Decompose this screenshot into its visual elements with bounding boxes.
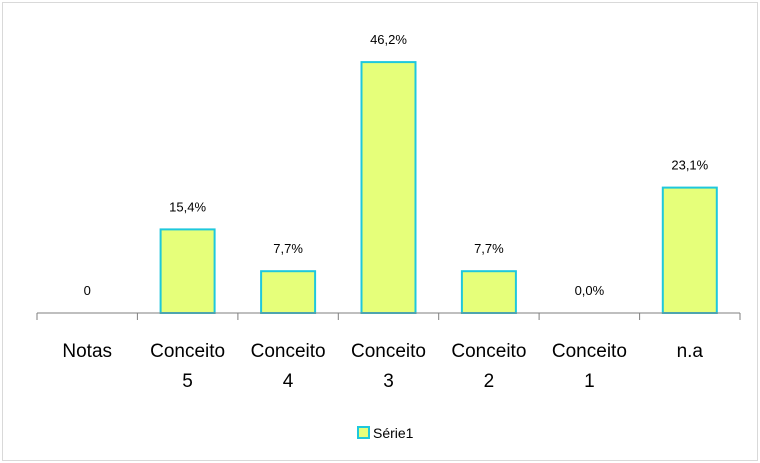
legend: Série1 (357, 425, 414, 441)
bar (360, 61, 417, 314)
bar (260, 270, 317, 315)
category-labels-group: Notas Conceito 5 Conceito 4 Conceito 3 Conceito… (62, 341, 703, 392)
data-labels-group: 0 15,4% 7,7% 46,2% 7,7% 0,0% 23,1% (84, 32, 709, 298)
category-label: Conceito 4 (251, 341, 326, 392)
data-label: 46,2% (370, 32, 407, 47)
x-axis (36, 312, 741, 320)
bar (460, 270, 517, 315)
category-label: Conceito 3 (351, 341, 426, 392)
data-label: 0 (84, 283, 91, 298)
category-label: Conceito 1 (552, 341, 627, 392)
legend-label: Série1 (373, 425, 414, 441)
category-label: Notas (62, 341, 112, 362)
data-label: 0,0% (575, 283, 605, 298)
bars-group (159, 61, 718, 315)
data-label: 7,7% (273, 241, 303, 256)
data-label: 7,7% (474, 241, 504, 256)
data-label: 23,1% (671, 158, 708, 173)
bar (661, 186, 718, 315)
category-label: Conceito 2 (451, 341, 526, 392)
category-label: n.a (677, 341, 704, 362)
category-label: Conceito 5 (150, 341, 225, 392)
bar (159, 228, 216, 314)
data-label: 15,4% (169, 199, 206, 214)
legend-swatch (357, 426, 370, 439)
